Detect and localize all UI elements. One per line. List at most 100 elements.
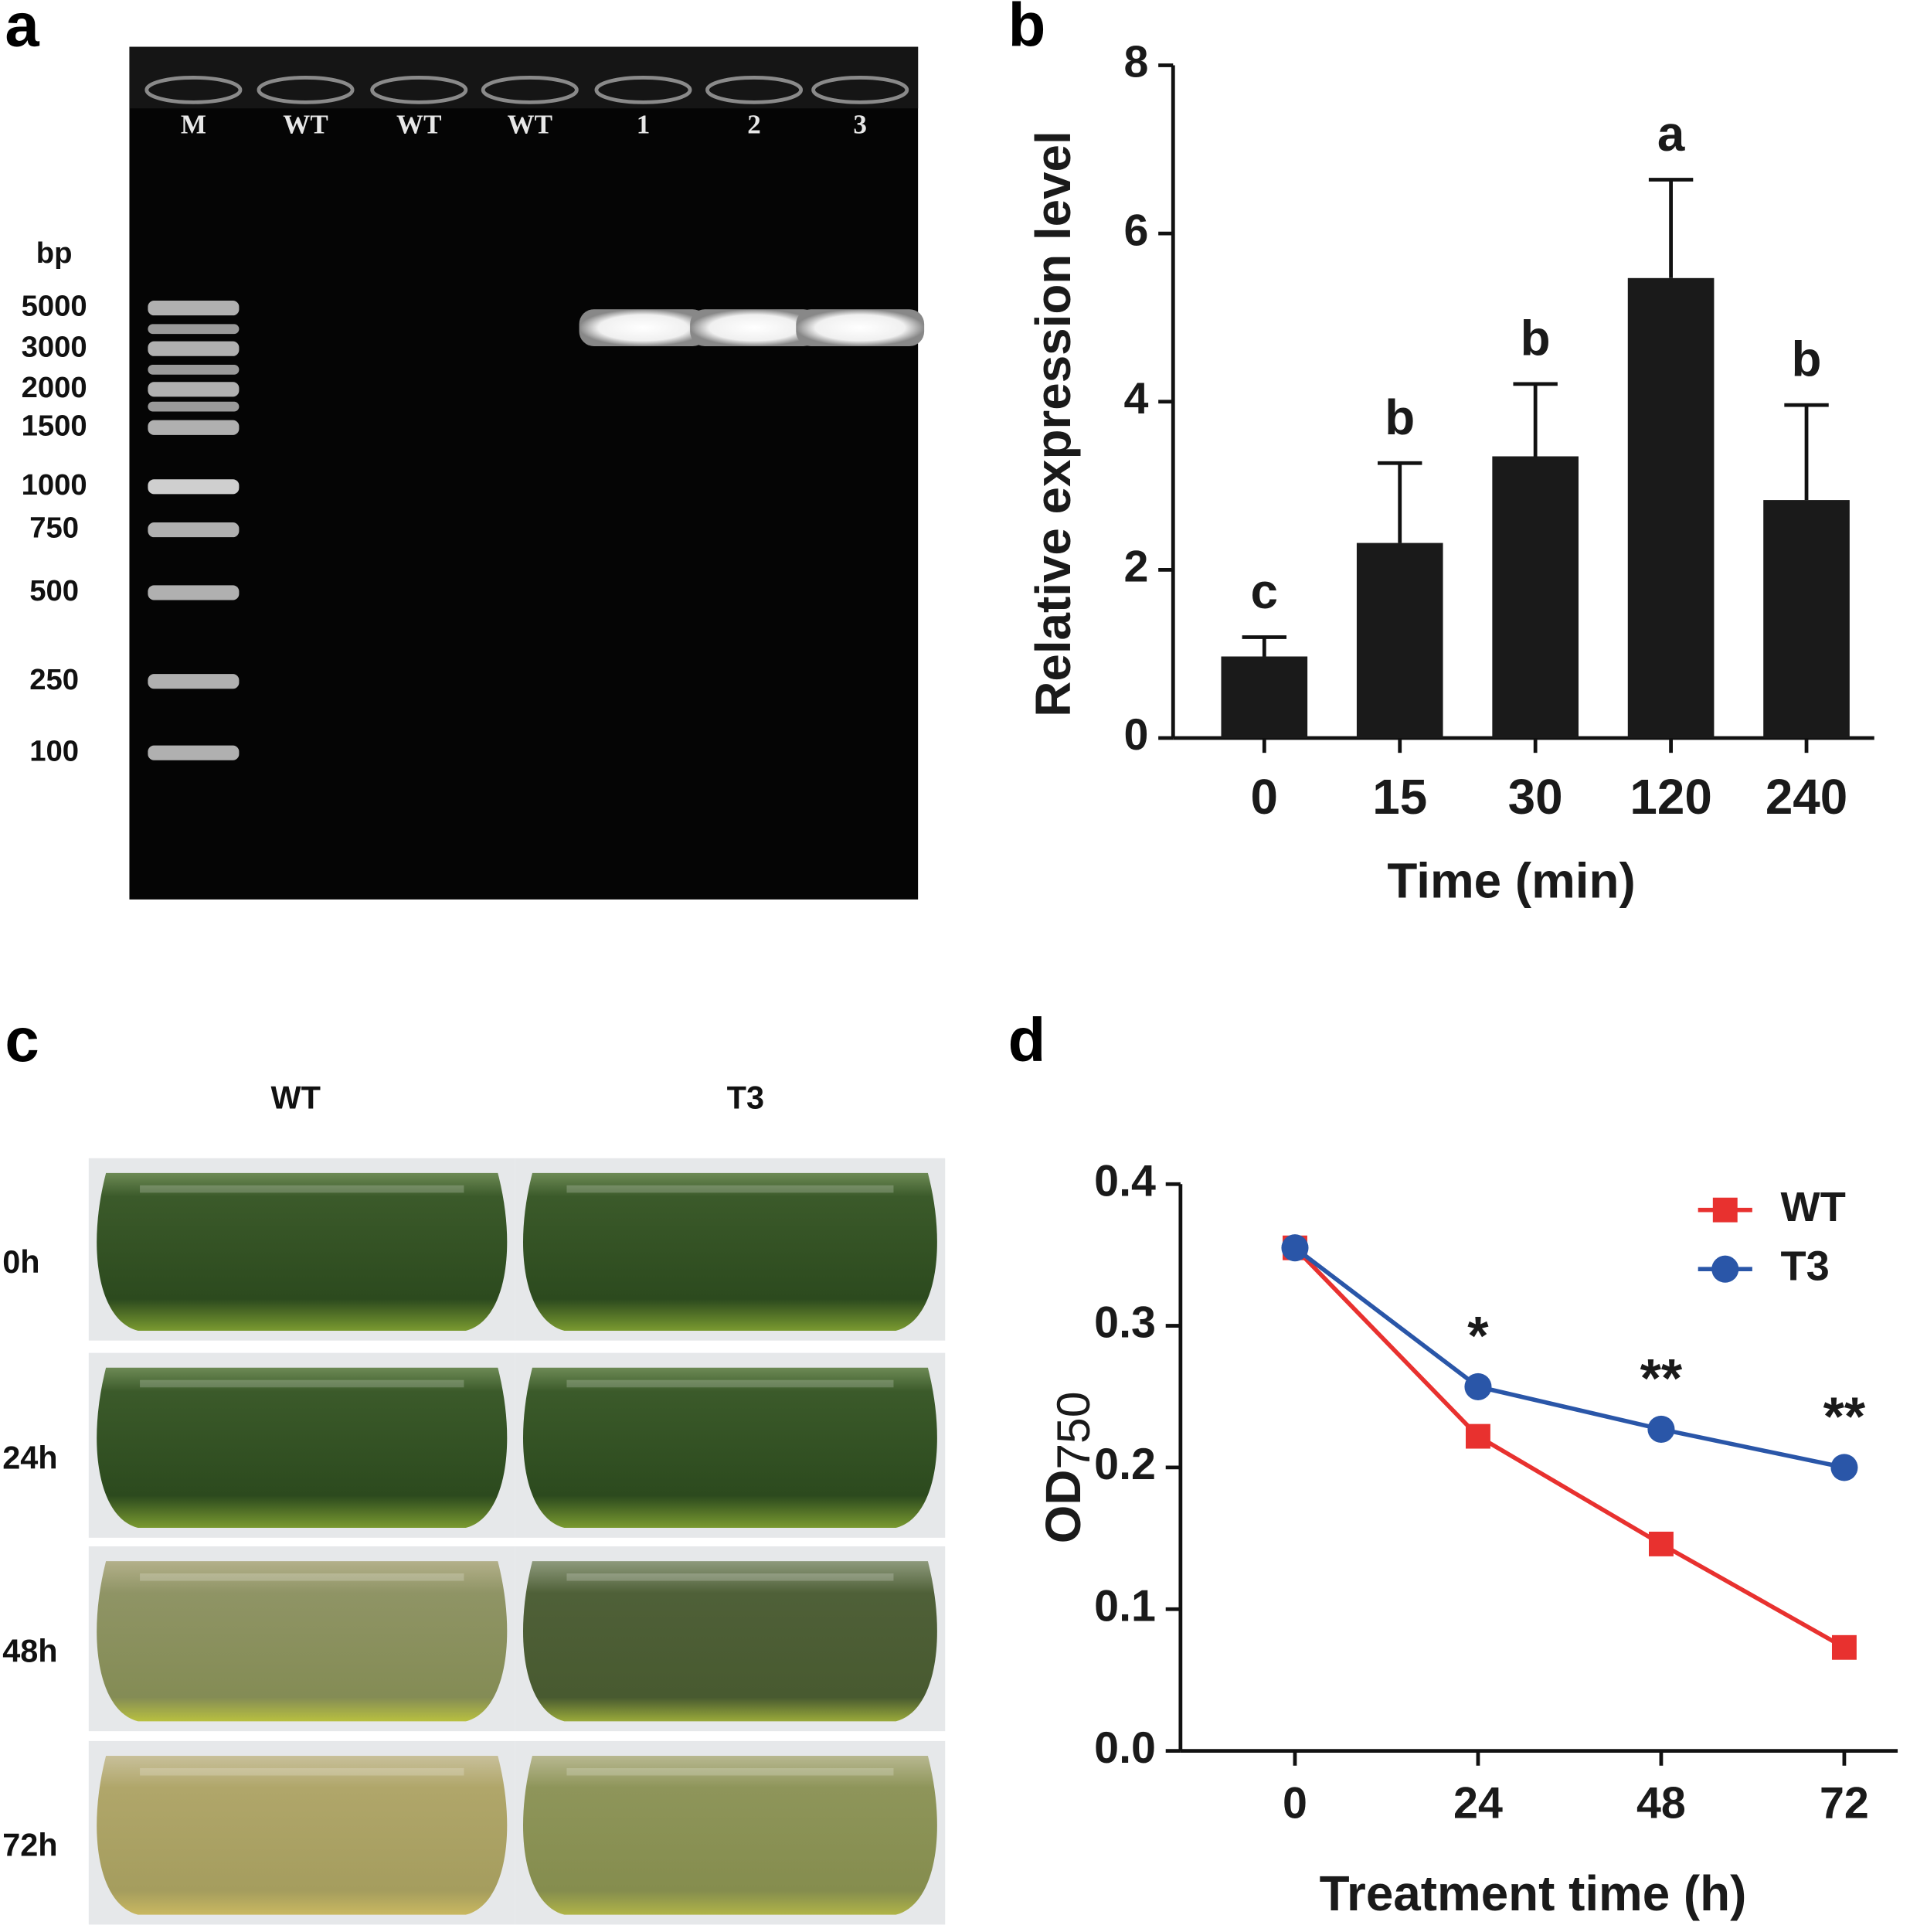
flask-reflection: [140, 1185, 464, 1193]
gel-unit: bp: [36, 236, 73, 270]
marker: [1647, 1415, 1675, 1443]
flask-reflection: [140, 1379, 464, 1388]
ladder-band: [148, 324, 240, 335]
series-line: [1293, 1246, 1845, 1470]
lane-label: WT: [283, 109, 328, 139]
lane-label: WT: [396, 109, 441, 139]
lane-label: M: [181, 109, 206, 139]
ladder-band: [148, 364, 240, 375]
bar: [1221, 656, 1308, 739]
x-tick-label: 48: [1636, 1779, 1686, 1828]
y-tick-label: 0.0: [1094, 1723, 1156, 1773]
y-tick-label: 4: [1123, 374, 1148, 423]
significance-letter: a: [1657, 106, 1685, 162]
y-tick-label: 0.2: [1094, 1440, 1156, 1489]
gel-well: [481, 76, 579, 104]
marker-label: 750: [29, 512, 79, 545]
gel-well: [594, 76, 692, 104]
significance-letter: b: [1385, 389, 1415, 445]
significance-letter: b: [1521, 311, 1551, 366]
flask-reflection: [140, 1573, 464, 1581]
flask: [523, 1756, 937, 1915]
panel-label: d: [1008, 1005, 1046, 1074]
x-tick-label: 72: [1820, 1779, 1869, 1828]
sample-band: [579, 309, 708, 347]
gel-well: [811, 76, 909, 104]
marker-label: 1000: [22, 468, 87, 502]
legend-label: T3: [1781, 1243, 1830, 1290]
y-tick-label: 0.1: [1094, 1581, 1156, 1631]
legend-marker: [1711, 1255, 1739, 1283]
significance-mark: **: [1823, 1386, 1866, 1447]
ladder-band: [148, 522, 240, 538]
y-tick-label: 8: [1123, 38, 1148, 87]
bar: [1763, 500, 1850, 739]
gel-background: [129, 46, 919, 900]
flask-reflection: [140, 1767, 464, 1776]
lane-label: WT: [508, 109, 552, 139]
marker-label: 2000: [22, 371, 87, 404]
flask-reflection: [566, 1573, 894, 1581]
significance-letter: c: [1251, 563, 1278, 619]
y-tick-label: 0.4: [1094, 1156, 1156, 1206]
row-label: 0h: [2, 1243, 39, 1280]
ladder-band: [148, 382, 240, 397]
ladder-band: [148, 585, 240, 600]
x-tick-label: 24: [1453, 1779, 1503, 1828]
flask-reflection: [566, 1379, 894, 1388]
bar: [1356, 543, 1443, 739]
x-tick-label: 240: [1766, 769, 1847, 825]
column-label: WT: [271, 1080, 321, 1116]
y-axis-subscript: 750: [1047, 1392, 1099, 1470]
lane-label: 2: [747, 109, 761, 139]
row-label: 24h: [2, 1439, 57, 1475]
x-axis-title: Time (min): [1387, 853, 1635, 909]
gel: M WT WT WT 1 2 3: [129, 46, 925, 900]
marker: [1648, 1531, 1674, 1556]
ladder-band: [148, 401, 240, 412]
marker-label: 100: [29, 734, 79, 767]
flask: [97, 1756, 508, 1915]
gel-well: [705, 76, 804, 104]
flask: [97, 1172, 508, 1331]
row-label: 72h: [2, 1827, 57, 1863]
marker-label: 1500: [22, 409, 87, 442]
column-label: T3: [727, 1080, 764, 1116]
ladder-band: [148, 301, 240, 316]
y-axis-title: Relative expression level: [1025, 131, 1081, 716]
flask: [523, 1172, 937, 1331]
series-line: [1293, 1246, 1846, 1650]
y-tick-label: 0: [1123, 710, 1148, 760]
legend-label: WT: [1781, 1184, 1846, 1230]
sample-band: [796, 309, 925, 347]
gel-well: [144, 76, 243, 104]
significance-mark: **: [1640, 1347, 1683, 1408]
y-tick-label: 2: [1123, 543, 1148, 592]
lane-label: 3: [853, 109, 867, 139]
panel-label: c: [5, 1005, 39, 1074]
sample-band: [690, 309, 818, 347]
y-tick-label: 0.3: [1094, 1298, 1156, 1348]
marker-label: 250: [29, 663, 79, 696]
flask: [97, 1561, 508, 1722]
marker-label: 500: [29, 574, 79, 607]
ladder-band: [148, 420, 240, 435]
marker-label: 3000: [22, 330, 87, 363]
x-tick-label: 30: [1508, 769, 1563, 825]
gel-well: [257, 76, 355, 104]
legend-marker: [1712, 1197, 1738, 1223]
x-tick-label: 0: [1251, 769, 1278, 825]
bar: [1492, 456, 1579, 739]
flask-reflection: [566, 1767, 894, 1776]
x-tick-label: 15: [1372, 769, 1427, 825]
panel-label: a: [5, 0, 39, 59]
marker: [1281, 1234, 1309, 1262]
lane-label: 1: [637, 109, 651, 139]
y-axis-title: OD750: [1035, 1392, 1099, 1544]
marker: [1830, 1454, 1858, 1481]
row-label: 48h: [2, 1633, 57, 1669]
ladder-band: [148, 341, 240, 356]
ladder-band: [148, 674, 240, 689]
